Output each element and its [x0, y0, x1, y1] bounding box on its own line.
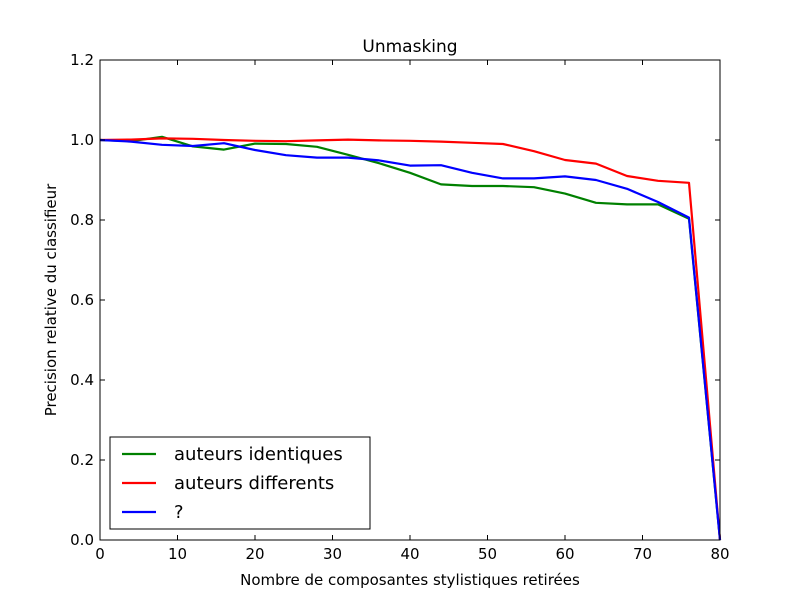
y-tick-label: 0.4: [70, 371, 94, 389]
legend-label-2: ?: [174, 502, 184, 523]
y-tick-label: 1.0: [70, 131, 94, 149]
y-tick-label: 0.0: [70, 531, 94, 549]
series-line-1: [99, 137, 722, 541]
x-tick-label: 10: [168, 545, 187, 563]
x-tick-label: 40: [400, 545, 419, 563]
legend-label-1: auteurs differents: [174, 473, 334, 494]
series-layer: [99, 135, 722, 541]
x-tick-label: 30: [323, 545, 342, 563]
legend-label-0: auteurs identiques: [174, 444, 343, 465]
plot-frame: [99, 59, 721, 541]
x-tick-label: 50: [478, 545, 497, 563]
y-tick-label: 0.2: [70, 451, 94, 469]
y-tick-label: 0.8: [70, 211, 94, 229]
y-axis-label: Precision relative du classifieur: [42, 183, 60, 416]
legend: auteurs identiques auteurs differents?: [109, 436, 371, 530]
y-tick-label: 0.6: [70, 291, 94, 309]
x-tick-label: 60: [555, 545, 574, 563]
x-tick-label: 0: [95, 545, 105, 563]
x-axis-label: Nombre de composantes stylistiques retir…: [240, 571, 580, 589]
x-tick-label: 80: [710, 545, 729, 563]
ticks-layer: 0 10 20 30 40 50 60 70 80 0.0 0.2 0.4 0.6 0.8 1.0 1.2: [70, 51, 729, 563]
series-line-0: [99, 135, 722, 541]
series-line-2: [99, 138, 722, 541]
x-tick-label: 70: [633, 545, 652, 563]
chart-title: Unmasking: [362, 37, 457, 57]
y-tick-label: 1.2: [70, 51, 94, 69]
x-tick-label: 20: [245, 545, 264, 563]
